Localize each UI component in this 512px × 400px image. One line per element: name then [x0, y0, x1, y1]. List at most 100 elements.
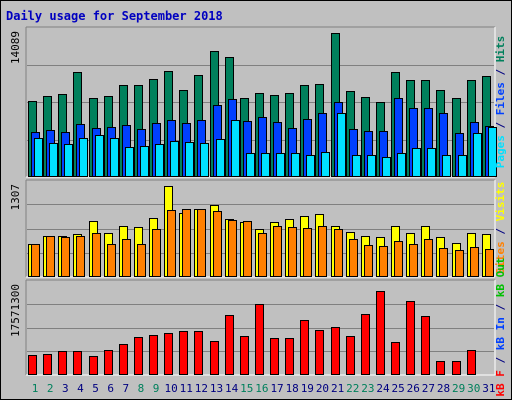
bar-pages-day-11 — [185, 142, 194, 177]
bar-kbytes-f-day-3 — [58, 351, 67, 375]
side-label-part-bottom-1: / — [494, 350, 507, 370]
bar-pages-day-24 — [382, 157, 391, 177]
bar-kbytes-f-day-15 — [240, 336, 249, 375]
bar-sites-day-26 — [409, 244, 418, 277]
bar-kbytes-f-day-29 — [452, 361, 461, 375]
bar-sites-day-2 — [46, 236, 55, 277]
bar-sites-day-10 — [167, 210, 176, 277]
x-tick-label-day-16: 16 — [255, 382, 268, 395]
bar-pages-day-7 — [125, 147, 134, 177]
side-label-part-middle-2: Visits — [494, 182, 507, 222]
bar-pages-day-26 — [412, 148, 421, 177]
bar-pages-day-15 — [246, 153, 255, 177]
side-label-part-bottom-3: / — [494, 297, 507, 317]
bar-kbytes-f-day-12 — [194, 331, 203, 375]
x-tick-label-day-28: 28 — [437, 382, 450, 395]
bar-sites-day-24 — [379, 246, 388, 277]
side-label-part-middle-0: Sites — [494, 241, 507, 274]
bar-sites-day-13 — [213, 211, 222, 277]
bar-pages-day-9 — [155, 144, 164, 177]
x-tick-label-day-10: 10 — [165, 382, 178, 395]
x-tick-label-day-24: 24 — [376, 382, 390, 395]
bar-pages-day-21 — [337, 113, 346, 177]
bar-kbytes-f-day-19 — [300, 320, 309, 375]
bar-pages-day-28 — [442, 155, 451, 177]
x-tick-label-day-30: 30 — [467, 382, 480, 395]
bar-sites-day-29 — [455, 250, 464, 277]
chart-panels — [25, 26, 497, 376]
x-tick-label-day-15: 15 — [240, 382, 253, 395]
panel-middle — [25, 179, 496, 278]
bar-sites-day-14 — [228, 220, 237, 277]
bar-kbytes-f-day-10 — [164, 333, 173, 375]
x-tick-label-day-27: 27 — [422, 382, 435, 395]
side-label-part-bottom-0: kB F — [494, 370, 507, 397]
side-label-part-bottom-2: kB In — [494, 317, 507, 350]
x-tick-label-day-11: 11 — [180, 382, 193, 395]
bar-pages-day-16 — [261, 153, 270, 177]
x-tick-label-day-19: 19 — [301, 382, 314, 395]
bar-pages-day-8 — [140, 146, 149, 177]
x-tick-label-day-26: 26 — [407, 382, 420, 395]
side-label-top: Pages / Files / Hits — [494, 36, 507, 169]
bar-sites-day-16 — [258, 233, 267, 277]
bar-sites-day-6 — [107, 244, 116, 277]
bar-kbytes-f-day-30 — [467, 350, 476, 375]
x-tick-label-day-22: 22 — [346, 382, 359, 395]
x-tick-label-day-3: 3 — [62, 382, 69, 395]
max-label-middle: 1307 — [9, 184, 22, 211]
series-kbytes-f — [28, 291, 476, 375]
bar-kbytes-f-day-27 — [421, 316, 430, 375]
panel-top — [25, 26, 497, 178]
bar-sites-day-27 — [424, 239, 433, 277]
bar-pages-day-4 — [79, 138, 88, 177]
bar-kbytes-f-day-14 — [225, 315, 234, 375]
series-sites — [31, 209, 494, 277]
x-tick-label-day-18: 18 — [286, 382, 299, 395]
bar-pages-day-19 — [306, 155, 315, 177]
bar-pages-day-5 — [95, 135, 104, 177]
bar-kbytes-f-day-22 — [346, 336, 355, 375]
bar-pages-day-13 — [216, 139, 225, 177]
bar-kbytes-f-day-4 — [73, 351, 82, 375]
side-label-part-top-3: / — [494, 62, 507, 82]
bar-pages-day-1 — [34, 138, 43, 177]
bar-kbytes-f-day-13 — [210, 341, 219, 375]
bar-kbytes-f-day-16 — [255, 304, 264, 375]
bar-pages-day-2 — [49, 143, 58, 177]
bar-sites-day-17 — [273, 226, 282, 277]
side-label-part-top-1: / — [494, 115, 507, 135]
bar-kbytes-f-day-26 — [406, 301, 415, 375]
bar-sites-day-5 — [92, 233, 101, 277]
bar-sites-day-3 — [61, 237, 70, 277]
side-label-part-bottom-4: kB Out — [494, 257, 507, 297]
bar-kbytes-f-day-6 — [104, 350, 113, 375]
bar-sites-day-18 — [288, 227, 297, 277]
x-tick-label-day-23: 23 — [361, 382, 374, 395]
x-tick-label-day-7: 7 — [122, 382, 129, 395]
bar-sites-day-31 — [485, 249, 494, 277]
bar-sites-day-11 — [182, 209, 191, 277]
side-label-part-top-0: Pages — [494, 135, 507, 168]
bar-sites-day-21 — [334, 229, 343, 277]
bar-pages-day-31 — [488, 127, 497, 177]
bar-sites-day-8 — [137, 244, 146, 277]
bar-kbytes-f-day-21 — [331, 327, 340, 375]
bar-pages-day-25 — [397, 153, 406, 177]
bar-kbytes-f-day-20 — [315, 330, 324, 375]
max-label-top: 14089 — [9, 31, 22, 64]
x-tick-label-day-29: 29 — [452, 382, 465, 395]
bar-kbytes-f-day-17 — [270, 338, 279, 375]
bar-kbytes-f-day-24 — [376, 291, 385, 375]
x-tick-label-day-8: 8 — [138, 382, 145, 395]
x-tick-label-day-12: 12 — [195, 382, 208, 395]
bar-kbytes-f-day-11 — [179, 331, 188, 375]
bar-sites-day-19 — [303, 228, 312, 277]
bar-kbytes-f-day-9 — [149, 335, 158, 375]
x-axis-day-labels: 1 2 3 4 5 6 7 8 9 10 11 12 13 14 15 16 17 18 19 20 21 22 23 24 2… — [32, 382, 496, 395]
max-label-bottom: 17571300 — [9, 284, 22, 337]
x-tick-label-day-5: 5 — [92, 382, 99, 395]
bar-sites-day-7 — [122, 239, 131, 277]
bar-pages-day-6 — [110, 138, 119, 177]
